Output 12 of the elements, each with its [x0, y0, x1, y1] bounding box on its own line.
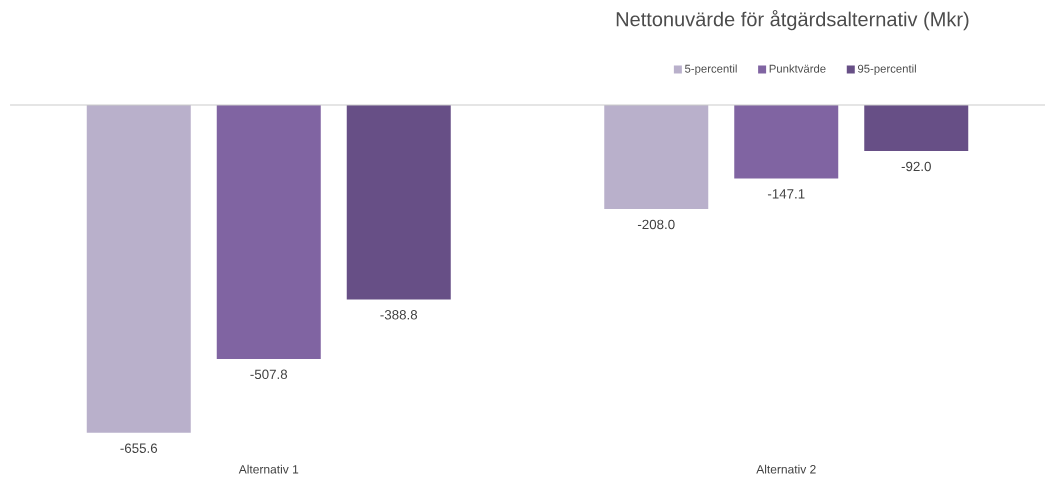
chart-title: Nettonuvärde för åtgärdsalternativ (Mkr) [616, 10, 969, 31]
data-label: -388.8 [380, 310, 418, 320]
legend-label: 5-percentil [684, 64, 737, 75]
data-label: -507.8 [250, 369, 288, 380]
legend-label: Punktvärde [769, 64, 826, 73]
data-label: -92.0 [901, 161, 931, 172]
data-label: -208.0 [637, 219, 675, 230]
x-tick-label: Alternativ 2 [756, 464, 816, 474]
x-tick-label: Alternativ 1 [238, 464, 299, 474]
data-label: -147.1 [767, 189, 805, 199]
data-label: -655.6 [120, 443, 158, 453]
legend-label: 95-percentil [857, 64, 916, 75]
